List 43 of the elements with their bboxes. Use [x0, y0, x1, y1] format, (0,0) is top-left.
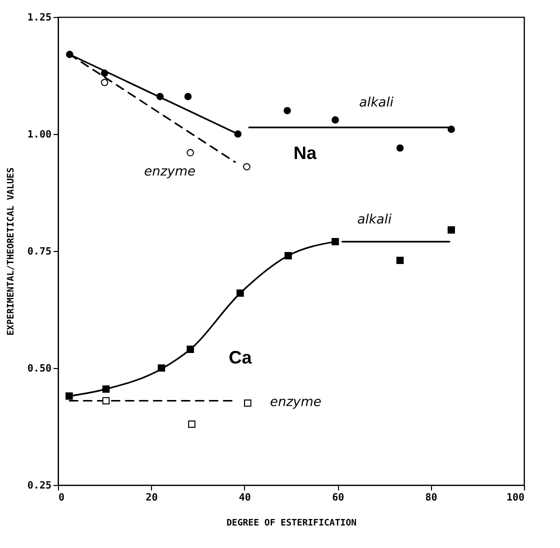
point: [284, 252, 292, 260]
point: [448, 226, 455, 234]
point: [332, 238, 339, 246]
annotation: alkali: [359, 96, 394, 111]
point: [184, 92, 192, 100]
x-tick-label: 0: [58, 492, 65, 504]
x-tick-label: 60: [332, 492, 344, 504]
point: [100, 70, 108, 77]
point: [66, 50, 74, 58]
point: [332, 116, 339, 124]
point: [158, 364, 166, 372]
x-tick-label: 40: [238, 492, 251, 504]
point: [448, 126, 455, 133]
point: [396, 144, 404, 152]
y-tick-label: 0.25: [27, 480, 52, 492]
y-axis-title: EXPERIMENTAL/THEORETICAL VALUES: [6, 168, 16, 336]
annotation: Na: [293, 143, 318, 164]
y-tick-label: 1.25: [27, 12, 52, 24]
point: [100, 78, 108, 86]
point: [234, 130, 242, 138]
point: [284, 106, 291, 114]
point: [396, 256, 404, 264]
point: [156, 92, 164, 100]
y-tick-label: 0.50: [27, 364, 52, 374]
annotation: Ca: [228, 348, 253, 368]
x-axis-title: DEGREE OF ESTERIFICATION: [226, 518, 357, 528]
point: [243, 163, 250, 170]
x-tick-label: 80: [425, 492, 438, 504]
point: [244, 399, 252, 407]
y-tick-label: 1.00: [27, 130, 52, 140]
point: [186, 149, 194, 156]
point: [236, 289, 244, 297]
point: [102, 385, 110, 393]
point: [186, 346, 194, 353]
annotation: enzyme: [270, 395, 322, 410]
point: [66, 392, 73, 400]
x-tick-label: 100: [506, 492, 524, 504]
point: [188, 420, 196, 428]
y-tick-label: 0.75: [27, 246, 52, 258]
point: [102, 397, 110, 404]
x-tick-label: 20: [146, 492, 158, 504]
annotation: alkali: [357, 212, 392, 228]
annotation: enzyme: [144, 164, 196, 180]
